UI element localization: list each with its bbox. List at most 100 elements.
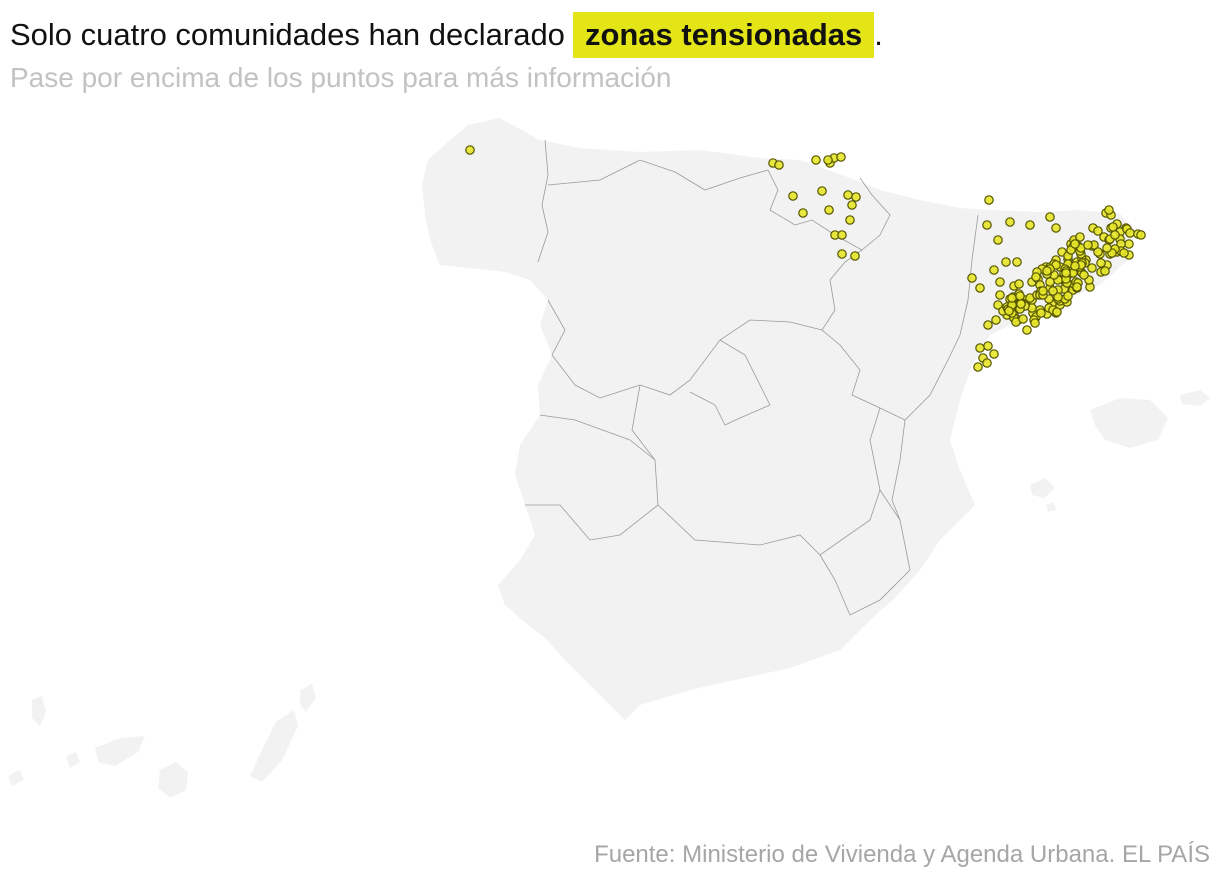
subtitle: Pase por encima de los puntos para más i… <box>10 62 672 93</box>
zone-marker[interactable] <box>1136 230 1146 240</box>
zone-marker[interactable] <box>1093 247 1103 257</box>
zone-marker[interactable] <box>1053 292 1063 302</box>
la-palma <box>32 696 46 726</box>
border-basque <box>767 169 863 263</box>
zone-marker[interactable] <box>1038 286 1048 296</box>
zone-marker[interactable] <box>982 358 992 368</box>
zone-marker[interactable] <box>1125 228 1135 238</box>
zone-marker[interactable] <box>837 249 847 259</box>
zone-marker[interactable] <box>823 155 833 165</box>
zone-marker[interactable] <box>983 320 993 330</box>
zone-marker[interactable] <box>1042 266 1052 276</box>
zone-marker[interactable] <box>1100 266 1110 276</box>
zone-marker[interactable] <box>1124 239 1134 249</box>
zone-marker[interactable] <box>1052 307 1062 317</box>
border-galicia <box>537 139 549 263</box>
zone-marker[interactable] <box>1072 282 1082 292</box>
zone-marker[interactable] <box>995 277 1005 287</box>
zone-marker[interactable] <box>975 343 985 353</box>
zone-marker[interactable] <box>1119 248 1129 258</box>
zone-marker[interactable] <box>1079 270 1089 280</box>
zone-marker[interactable] <box>465 145 475 155</box>
zone-marker[interactable] <box>1012 257 1022 267</box>
zone-marker[interactable] <box>1007 293 1017 303</box>
zone-marker[interactable] <box>993 300 1003 310</box>
border-castilla-leon <box>547 299 823 399</box>
zone-marker[interactable] <box>975 283 985 293</box>
zone-marker[interactable] <box>1005 217 1015 227</box>
headline-end: . <box>874 17 883 52</box>
zone-marker[interactable] <box>1001 257 1011 267</box>
zone-marker[interactable] <box>845 215 855 225</box>
headline-text: Solo cuatro comunidades han declarado <box>10 17 565 52</box>
border-castilla-mancha <box>631 384 881 556</box>
zone-marker[interactable] <box>1045 277 1055 287</box>
zone-marker[interactable] <box>788 191 798 201</box>
zone-marker[interactable] <box>811 155 821 165</box>
zone-marker[interactable] <box>837 230 847 240</box>
tenerife <box>95 736 145 766</box>
zone-marker[interactable] <box>847 200 857 210</box>
border-aragon-east <box>947 214 979 361</box>
zone-marker[interactable] <box>817 186 827 196</box>
zone-marker[interactable] <box>1075 232 1085 242</box>
border-aragon-west <box>821 261 846 346</box>
headline-highlight: zonas tensionadas <box>572 12 875 58</box>
zone-marker[interactable] <box>1031 272 1041 282</box>
zone-marker[interactable] <box>1045 212 1055 222</box>
zone-marker[interactable] <box>1036 308 1046 318</box>
zone-marker[interactable] <box>1016 299 1026 309</box>
region-borders <box>525 139 979 616</box>
zone-marker[interactable] <box>1015 291 1025 301</box>
border-madrid <box>689 339 771 426</box>
zone-marker[interactable] <box>1083 240 1093 250</box>
zone-marker[interactable] <box>991 315 1001 325</box>
spain-map <box>8 118 1210 798</box>
zone-marker[interactable] <box>1018 314 1028 324</box>
zone-marker[interactable] <box>1102 243 1112 253</box>
zone-marker[interactable] <box>1004 306 1014 316</box>
zone-marker[interactable] <box>995 290 1005 300</box>
gran-canaria <box>158 762 188 798</box>
zone-marker[interactable] <box>983 341 993 351</box>
zone-marker[interactable] <box>1087 263 1097 273</box>
zone-marker[interactable] <box>1108 222 1118 232</box>
zone-marker[interactable] <box>1048 286 1058 296</box>
zone-marker[interactable] <box>984 195 994 205</box>
zone-marker[interactable] <box>1104 205 1114 215</box>
zone-marker[interactable] <box>1093 226 1103 236</box>
zone-marker[interactable] <box>1070 261 1080 271</box>
tensioned-zone-markers <box>465 145 1146 372</box>
fuerteventura <box>250 710 298 782</box>
zone-marker[interactable] <box>774 160 784 170</box>
zone-marker[interactable] <box>1014 279 1024 289</box>
zone-marker[interactable] <box>1070 239 1080 249</box>
zone-marker[interactable] <box>982 220 992 230</box>
zone-marker[interactable] <box>798 208 808 218</box>
source-note: Fuente: Ministerio de Vivienda y Agenda … <box>594 841 1210 868</box>
zone-marker[interactable] <box>851 192 861 202</box>
zone-marker[interactable] <box>989 349 999 359</box>
zone-marker[interactable] <box>843 190 853 200</box>
lanzarote <box>300 684 316 712</box>
zone-marker[interactable] <box>836 152 846 162</box>
zone-marker[interactable] <box>1051 223 1061 233</box>
zone-marker[interactable] <box>967 273 977 283</box>
ibiza <box>1030 478 1055 498</box>
zone-marker[interactable] <box>1096 258 1106 268</box>
zone-marker[interactable] <box>1022 325 1032 335</box>
zone-marker[interactable] <box>1061 268 1071 278</box>
zone-marker[interactable] <box>850 251 860 261</box>
zone-marker[interactable] <box>993 235 1003 245</box>
formentera <box>1046 502 1056 512</box>
zone-marker[interactable] <box>973 362 983 372</box>
border-asturias <box>547 159 676 186</box>
la-gomera <box>66 752 80 768</box>
zone-marker[interactable] <box>824 205 834 215</box>
zone-marker[interactable] <box>1110 230 1120 240</box>
el-hierro <box>8 770 24 786</box>
zone-marker[interactable] <box>1063 291 1073 301</box>
zone-marker[interactable] <box>989 265 999 275</box>
zone-marker[interactable] <box>1030 318 1040 328</box>
zone-marker[interactable] <box>1025 220 1035 230</box>
